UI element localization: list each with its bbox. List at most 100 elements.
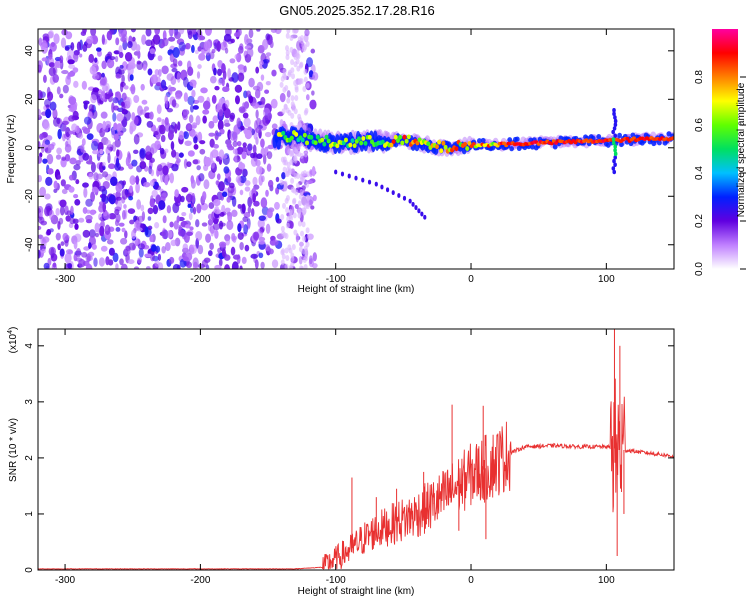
- noise-blob: [64, 154, 71, 162]
- noise-blob: [304, 29, 310, 37]
- noise-blob: [112, 112, 117, 122]
- signal-core: [356, 136, 361, 142]
- noise-blob: [73, 164, 81, 171]
- noise-blob: [279, 92, 286, 103]
- noise-blob: [164, 175, 169, 186]
- noise-blob: [129, 219, 135, 225]
- noise-blob: [70, 42, 75, 51]
- signal-band: [490, 145, 496, 151]
- noise-blob: [88, 155, 93, 163]
- noise-blob: [221, 76, 225, 87]
- noise-blob: [121, 74, 125, 84]
- noise-blob: [178, 130, 184, 141]
- noise-blob: [152, 204, 159, 215]
- noise-blob: [49, 101, 57, 111]
- noise-blob: [196, 165, 201, 171]
- snr-scale-exp: 4: [7, 330, 14, 334]
- noise-blob: [43, 262, 50, 269]
- vertical-streak-blob: [611, 137, 616, 142]
- noise-blob: [288, 208, 293, 215]
- signal-core: [398, 134, 403, 140]
- noise-blob: [101, 72, 105, 78]
- noise-blob: [78, 217, 85, 223]
- spectrogram-y-ticks: -40 -20 0 20 40: [24, 45, 674, 252]
- noise-blob: [102, 120, 107, 130]
- noise-blob: [94, 232, 99, 238]
- noise-blob: [296, 182, 301, 189]
- noise-blob: [234, 95, 241, 105]
- noise-blob: [149, 198, 155, 208]
- colorbar-label: Normalized spectral amplitude: [736, 82, 747, 217]
- noise-blob: [294, 94, 299, 101]
- noise-blob: [278, 63, 284, 71]
- secondary-branch-blob: [361, 177, 365, 183]
- noise-blob: [90, 191, 96, 202]
- noise-blob: [55, 154, 62, 160]
- noise-blob: [74, 223, 79, 230]
- noise-blob: [180, 195, 185, 203]
- noise-blob: [279, 119, 284, 126]
- vertical-streak-blob: [612, 169, 617, 175]
- vertical-streak-blob: [611, 140, 616, 146]
- noise-blob: [67, 59, 75, 65]
- noise-blob: [175, 93, 182, 100]
- secondary-branch-blob: [391, 190, 395, 196]
- noise-blob: [299, 265, 304, 269]
- noise-blob: [259, 226, 265, 233]
- noise-blob: [183, 131, 189, 140]
- signal-band: [605, 142, 611, 148]
- noise-blob: [171, 99, 177, 108]
- noise-blob: [97, 50, 102, 57]
- noise-blob: [48, 53, 53, 60]
- noise-blob: [95, 47, 102, 52]
- noise-blob: [60, 241, 65, 246]
- noise-blob: [115, 196, 123, 201]
- noise-blob: [85, 263, 93, 269]
- noise-blob: [100, 111, 108, 119]
- noise-blob: [312, 252, 317, 262]
- noise-blob: [111, 141, 117, 152]
- noise-blob: [157, 164, 163, 172]
- noise-blob: [56, 147, 62, 155]
- noise-blob: [283, 104, 288, 111]
- noise-blob: [298, 78, 303, 85]
- noise-blob: [172, 202, 180, 214]
- noise-blob: [213, 199, 221, 207]
- spectrogram-y-axis-label: Frequency (Hz): [6, 115, 17, 184]
- noise-blob: [305, 82, 310, 89]
- noise-blob: [172, 47, 180, 59]
- noise-blob: [52, 74, 59, 83]
- noise-blob: [82, 182, 89, 188]
- noise-blob: [261, 175, 265, 183]
- noise-blob: [133, 149, 139, 155]
- noise-blob: [154, 140, 161, 150]
- noise-blob: [164, 94, 169, 105]
- noise-blob: [264, 131, 272, 138]
- noise-blob: [292, 198, 297, 205]
- noise-blob: [98, 257, 105, 267]
- noise-blob: [274, 29, 282, 35]
- noise-blob: [266, 163, 272, 172]
- noise-blob: [222, 191, 228, 198]
- noise-blob: [149, 179, 155, 187]
- noise-blob: [78, 132, 84, 139]
- noise-blob: [52, 262, 57, 268]
- noise-blob: [91, 35, 99, 45]
- noise-blob: [145, 39, 153, 47]
- noise-blob: [202, 191, 207, 201]
- noise-blob: [178, 29, 185, 35]
- noise-blob: [159, 147, 165, 155]
- signal-core: [415, 140, 420, 146]
- noise-blob: [82, 43, 88, 52]
- noise-blob: [115, 191, 121, 199]
- noise-blob: [216, 132, 222, 137]
- noise-blob: [92, 87, 100, 93]
- noise-blob: [197, 244, 204, 255]
- spectrogram-y-tick-label: 0: [24, 145, 35, 151]
- noise-blob: [56, 86, 61, 95]
- noise-blob: [266, 208, 273, 219]
- noise-blob: [294, 86, 299, 93]
- vertical-streak-blob: [611, 129, 615, 135]
- secondary-branch-blob: [374, 181, 378, 187]
- signal-core: [441, 140, 446, 146]
